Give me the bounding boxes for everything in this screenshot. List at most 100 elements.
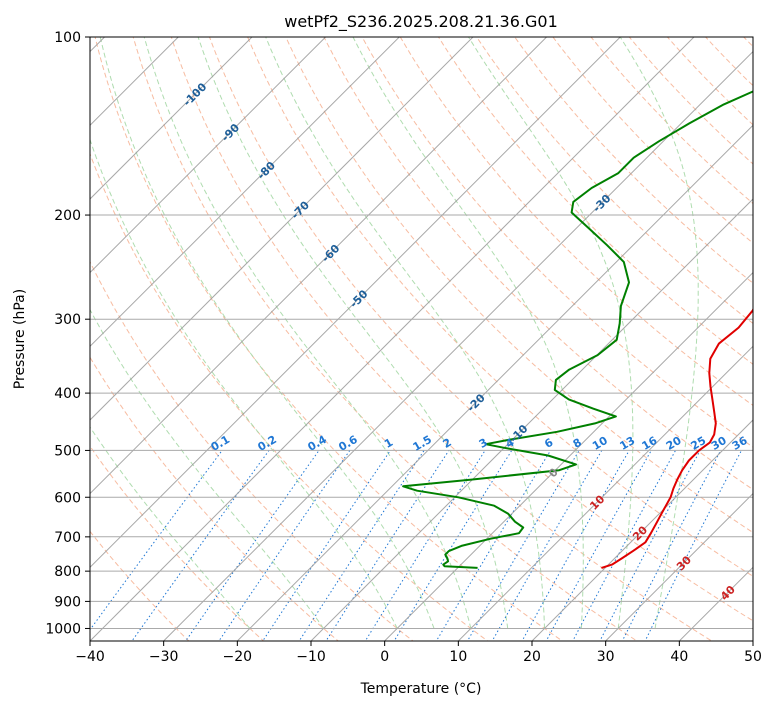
x-axis-label: Temperature (°C) [360, 681, 482, 697]
y-tick-label: 500 [54, 443, 81, 459]
dry-adiabat [552, 37, 753, 244]
isotherm-label: -20 [465, 391, 488, 414]
mixing-ratio-line [491, 450, 603, 641]
mixing-ratio-line [298, 450, 425, 641]
y-tick-label: 900 [54, 594, 81, 610]
dry-adiabat [285, 37, 753, 534]
mixing-ratio-label: 2 [441, 436, 454, 451]
dry-adiabat [90, 445, 265, 641]
y-axis: 100 200 300 400 500 600 700 800 900 1000 [45, 30, 90, 637]
mixing-ratio-line [262, 450, 391, 641]
mixing-ratio-line [545, 450, 652, 641]
dry-adiabat [94, 37, 564, 641]
moist-adiabat [352, 37, 584, 629]
moist-adiabat [90, 308, 324, 629]
chart-title: wetPf2_S236.2025.208.21.36.G01 [284, 12, 558, 32]
isotherm-line [90, 37, 474, 421]
x-tick-label: −30 [149, 649, 179, 665]
isotherm-line [457, 345, 753, 641]
dry-adiabat [170, 37, 713, 641]
mixing-ratio-line [466, 450, 580, 641]
isotherm-line [310, 198, 753, 641]
x-tick-label: 40 [670, 649, 688, 665]
dry-adiabat [132, 37, 638, 641]
x-tick-label: 10 [449, 649, 467, 665]
dry-adiabat [361, 37, 753, 448]
isotherm-label: 30 [674, 553, 694, 573]
y-tick-label: 400 [54, 386, 81, 402]
x-tick-label: 50 [744, 649, 762, 665]
isotherm-line [383, 271, 753, 641]
isotherm-line [162, 50, 753, 641]
y-tick-label: 700 [54, 530, 81, 546]
grid-layer [90, 37, 753, 641]
annotation-layer: 0.1 0.2 0.4 0.6 1 1.5 2 3 4 6 8 10 13 16 20 25 30 36-100-… [0, 0, 750, 603]
isotherm-line [531, 419, 753, 641]
moist-adiabat [99, 37, 435, 629]
mixing-ratio-line [521, 450, 630, 641]
isotherm-line [90, 37, 622, 569]
dry-adiabat [90, 260, 414, 641]
dry-adiabat [399, 37, 753, 407]
dry-adiabat [90, 152, 489, 641]
x-tick-label: −20 [223, 649, 253, 665]
dry-adiabat [666, 37, 753, 126]
isotherm-line [90, 37, 327, 274]
y-axis-label: Pressure (hPa) [12, 289, 28, 389]
plot-frame [89, 36, 754, 642]
mixing-ratio-line [218, 450, 351, 641]
mixing-ratio-line [599, 450, 701, 641]
moist-adiabat [197, 37, 509, 629]
mixing-ratio-line [131, 450, 270, 641]
isotherm-line [90, 37, 401, 348]
dry-adiabat [590, 37, 753, 205]
dry-adiabat [514, 37, 753, 284]
moist-adiabat [90, 426, 251, 629]
dry-adiabat [704, 37, 753, 87]
isotherm-label: -40 [0, 0, 10, 3]
isotherm-label: -30 [590, 192, 613, 215]
moist-adiabat [90, 138, 398, 629]
isotherm-line [90, 37, 253, 200]
isotherm-label: -60 [319, 242, 342, 265]
profile-layer [402, 90, 753, 569]
mixing-ratio-line [185, 450, 320, 641]
x-axis: −40 −30 −20 −10 0 10 20 30 40 50 [75, 641, 762, 665]
dry-adiabat [90, 356, 340, 641]
mixing-ratio-line [325, 450, 450, 641]
isotherm-line [90, 37, 180, 127]
dry-adiabat [437, 37, 753, 365]
y-tick-label: 600 [54, 490, 81, 506]
moist-adiabat [265, 37, 545, 629]
y-tick-label: 200 [54, 208, 81, 224]
dry-adiabat [476, 37, 753, 325]
isotherm-line [236, 124, 753, 641]
isotherm-line [604, 492, 753, 641]
y-tick-label: 800 [54, 564, 81, 580]
isotherm-line [90, 37, 695, 641]
isotherm-line [90, 37, 548, 495]
isotherm-label: 0 [546, 465, 561, 480]
x-tick-label: −40 [75, 649, 105, 665]
moist-adiabat [143, 37, 472, 629]
mixing-ratio-label: 6 [542, 436, 555, 451]
y-tick-label: 100 [54, 30, 81, 46]
x-tick-label: 0 [380, 649, 389, 665]
temperature-line [601, 307, 753, 569]
isotherm-label: -80 [255, 159, 278, 182]
dry-adiabat [247, 37, 753, 577]
x-tick-label: −10 [296, 649, 326, 665]
x-tick-label: 30 [597, 649, 615, 665]
mixing-ratio-line [90, 450, 223, 631]
moist-adiabat [619, 37, 699, 629]
dry-adiabat [208, 37, 753, 622]
mixing-ratio-line [621, 450, 722, 641]
y-tick-label: 1000 [45, 621, 81, 637]
mixing-ratio-line [435, 450, 552, 641]
moist-adiabat [468, 37, 634, 629]
dry-adiabat [323, 37, 753, 491]
mixing-ratio-line [644, 450, 742, 641]
x-tick-label: 20 [523, 649, 541, 665]
dewpoint-line [402, 90, 753, 569]
